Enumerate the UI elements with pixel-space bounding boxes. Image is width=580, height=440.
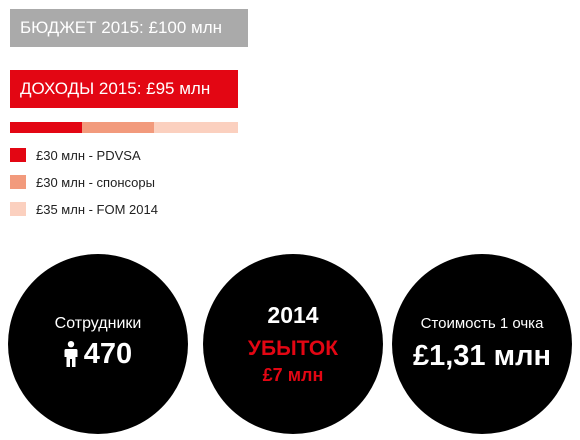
split-segment-1 bbox=[10, 122, 82, 133]
legend-item-pdvsa: £30 млн - PDVSA bbox=[10, 148, 158, 175]
income-banner: ДОХОДЫ 2015: £95 млн bbox=[10, 70, 238, 108]
loss-year: 2014 bbox=[267, 302, 319, 328]
legend-swatch bbox=[10, 202, 26, 216]
legend-swatch bbox=[10, 148, 26, 162]
legend-label: £35 млн - FOM 2014 bbox=[36, 202, 158, 217]
legend-label: £30 млн - PDVSA bbox=[36, 148, 141, 163]
split-segment-2 bbox=[82, 122, 154, 133]
income-split-bar bbox=[10, 122, 238, 133]
staff-value-row: 470 bbox=[8, 336, 188, 372]
point-cost-circle: Стоимость 1 очка £1,31 млн bbox=[392, 254, 572, 434]
point-cost-label: Стоимость 1 очка bbox=[420, 315, 544, 332]
staff-count: 470 bbox=[83, 338, 133, 370]
person-icon bbox=[64, 341, 78, 367]
legend-swatch bbox=[10, 175, 26, 189]
split-segment-3 bbox=[154, 122, 238, 133]
budget-banner: БЮДЖЕТ 2015: £100 млн bbox=[10, 9, 248, 47]
staff-label: Сотрудники bbox=[54, 315, 142, 332]
legend-item-fom: £35 млн - FOM 2014 bbox=[10, 202, 158, 229]
loss-value: £7 млн bbox=[262, 365, 324, 385]
income-legend: £30 млн - PDVSA £30 млн - спонсоры £35 м… bbox=[10, 148, 158, 229]
loss-circle: 2014 УБЫТОК £7 млн bbox=[203, 254, 383, 434]
legend-label: £30 млн - спонсоры bbox=[36, 175, 155, 190]
legend-item-sponsors: £30 млн - спонсоры bbox=[10, 175, 158, 202]
loss-label: УБЫТОК bbox=[247, 337, 339, 360]
point-cost-value: £1,31 млн bbox=[412, 340, 552, 372]
staff-circle: Сотрудники 470 bbox=[8, 254, 188, 434]
